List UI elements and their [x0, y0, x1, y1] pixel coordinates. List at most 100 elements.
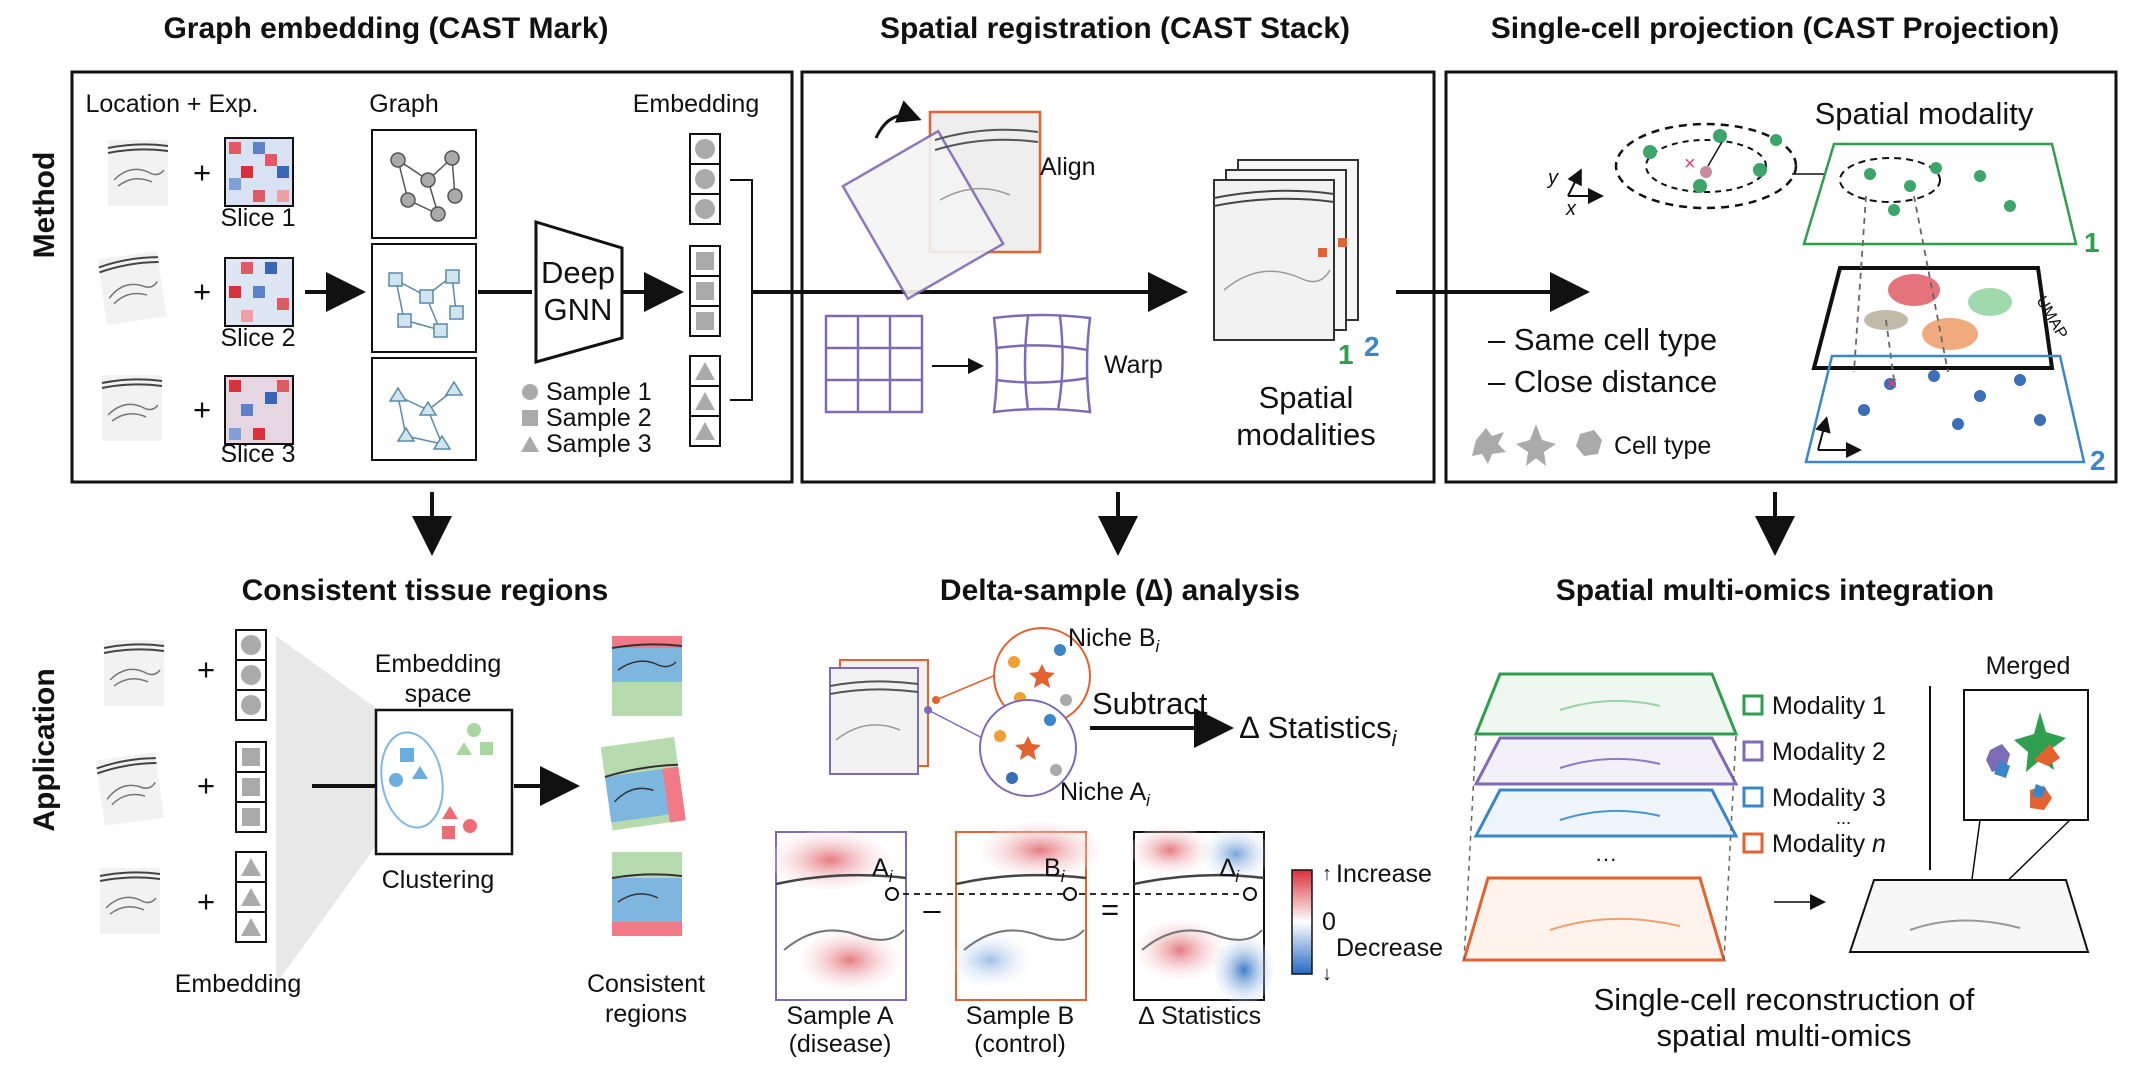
label-sample-b-2: (control) [974, 1030, 1066, 1058]
label-sample-b-1: Sample B [966, 1002, 1074, 1030]
axes-xy: x y [1546, 167, 1604, 220]
colorbar-decrease: Decrease [1336, 934, 1443, 962]
label-embedding-space-2: space [405, 680, 472, 708]
svg-text:↑: ↑ [1322, 863, 1332, 885]
label-niche-a: Niche Ai [1060, 778, 1151, 810]
slice-row-1: + Slice 1 [107, 137, 296, 232]
label-subtract: Subtract [1092, 686, 1208, 721]
title-delta-analysis: Delta-sample (∆) analysis [940, 574, 1300, 607]
label-consistent-1: Consistent [587, 970, 705, 998]
consistent-region-slices [600, 636, 686, 936]
modality-plane-2: × 2 [1804, 354, 2106, 476]
label-regions-embedding: Embedding [175, 970, 301, 998]
expression-heatmap-2 [224, 257, 294, 327]
stack-number-2: 2 [1364, 331, 1380, 362]
delta-dashed-line [885, 887, 1257, 901]
projection-dashed-links [1853, 195, 1949, 381]
modality-plane-1: 1 [1802, 142, 2100, 258]
heatmap-sample-a: Ai [770, 830, 907, 1001]
criteria-close-distance: – Close distance [1488, 364, 1717, 399]
legend-sample-3: Sample 3 [546, 430, 652, 458]
svg-text:+: + [197, 768, 215, 803]
graph-nodes-triangles [388, 380, 464, 450]
svg-text:+: + [193, 155, 211, 190]
regions-inputs: + + + [94, 629, 267, 943]
label-delta-statistics: ∆ Statistics [1139, 1002, 1261, 1030]
axis-y-label: y [1546, 167, 1559, 189]
label-warp: Warp [1104, 351, 1163, 379]
colorbar-increase: Increase [1336, 860, 1432, 888]
label-clustering: Clustering [382, 866, 495, 894]
minus-sign: – [923, 892, 941, 927]
stack-number-1: 1 [1338, 339, 1354, 370]
slice-row-2: + Slice 2 [96, 250, 296, 352]
stack-ellipsis: ··· [1595, 846, 1617, 871]
label-spatial-modalities-2: modalities [1236, 417, 1376, 452]
niche-a [979, 699, 1077, 797]
merged-inset [1963, 689, 2089, 821]
slice-label-3: Slice 3 [220, 440, 295, 468]
stacked-modalities: 1 2 Spatial modalities [1213, 159, 1380, 452]
panel-cast-projection [1444, 70, 2118, 484]
slice-label-2: Slice 2 [220, 324, 295, 352]
label-align: Align [1040, 153, 1096, 181]
title-cast-stack: Spatial registration (CAST Stack) [880, 12, 1350, 45]
row-label-method: Method [28, 152, 61, 259]
align-illustration: Align [841, 100, 1096, 301]
caption-multiomics-1: Single-cell reconstruction of [1594, 982, 1975, 1017]
colorbar: ↑ Increase 0 ↓ Decrease [1291, 860, 1443, 985]
legend-modality-3: Modality 3 [1772, 784, 1886, 812]
warp-illustration: Warp [824, 313, 1163, 414]
graph-nodes-circles [390, 150, 463, 222]
sample-legend: Sample 1 Sample 2 Sample 3 [521, 378, 652, 458]
umap-plane: UMAP [1811, 266, 2070, 370]
label-location-exp: Location + Exp. [85, 90, 258, 118]
gnn-label-line1: Deep [541, 255, 615, 290]
label-sample-a-2: (disease) [789, 1030, 892, 1058]
graph-nodes-squares [388, 269, 464, 338]
axis-x-label: x [1565, 198, 1577, 220]
gnn-label-line2: GNN [544, 292, 613, 327]
point-b: Bi [1044, 854, 1066, 886]
neighborhood-search: × [1614, 122, 1826, 210]
title-cast-projection: Single-cell projection (CAST Projection) [1491, 12, 2059, 45]
criteria-same-cell-type: – Same cell type [1488, 322, 1717, 357]
legend-sample-2: Sample 2 [546, 404, 652, 432]
plane-number-1: 1 [2084, 227, 2100, 258]
legend-modality-n: Modality n [1772, 830, 1886, 858]
svg-text:×: × [1886, 373, 1898, 395]
panel-cast-stack [800, 70, 1436, 484]
label-spatial-modality: Spatial modality [1815, 96, 2034, 131]
label-niche-b: Niche Bi [1068, 624, 1161, 656]
caption-multiomics-2: spatial multi-omics [1657, 1018, 1912, 1053]
svg-text:↓: ↓ [1322, 963, 1332, 985]
modality-legend: Modality 1 Modality 2 Modality 3 ... Mod… [1742, 692, 1886, 858]
label-consistent-2: regions [605, 1000, 687, 1028]
colorbar-zero: 0 [1322, 908, 1336, 936]
label-sample-a-1: Sample A [786, 1002, 893, 1030]
embedding-vectors [689, 133, 753, 447]
label-embedding-space-1: Embedding [375, 650, 501, 678]
slice-label-1: Slice 1 [220, 204, 295, 232]
svg-text:+: + [197, 884, 215, 919]
svg-text:+: + [193, 274, 211, 309]
niche-b [993, 627, 1091, 725]
legend-dots: ... [1836, 808, 1851, 828]
slice-row-3: + Slice 3 [101, 374, 296, 468]
label-merged: Merged [1986, 652, 2071, 680]
label-embedding: Embedding [633, 90, 759, 118]
expression-heatmap-3 [224, 375, 294, 445]
svg-text:+: + [193, 392, 211, 427]
label-graph: Graph [369, 90, 438, 118]
title-consistent-regions: Consistent tissue regions [242, 574, 609, 607]
expression-heatmap-1 [224, 137, 294, 207]
legend-sample-1: Sample 1 [546, 378, 652, 406]
row-label-application: Application [28, 668, 61, 831]
delta-stacked-slices [829, 659, 999, 775]
legend-modality-1: Modality 1 [1772, 692, 1886, 720]
embedding-space-box [374, 708, 514, 856]
label-delta-statistics-result: ∆ Statisticsi [1240, 710, 1398, 751]
point-a: Ai [872, 854, 894, 886]
label-cell-type: Cell type [1614, 432, 1711, 460]
